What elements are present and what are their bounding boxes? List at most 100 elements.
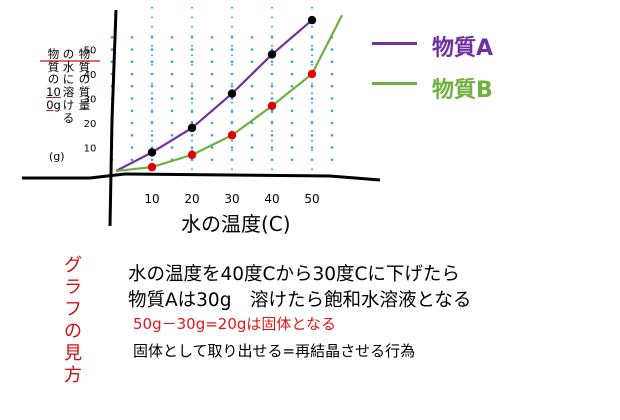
- x-tick-label: 10: [144, 192, 159, 206]
- explanation-line-2: 物質Aは30g 溶けたら飽和水溶液となる: [128, 290, 472, 311]
- grid-dot: [290, 72, 294, 76]
- series-b-point: [267, 101, 277, 111]
- explanation-line-3: 50g－30g=20gは固体となる: [133, 315, 336, 333]
- grid-dot: [130, 158, 134, 162]
- grid-dot: [210, 158, 214, 162]
- grid-dot: [330, 121, 334, 125]
- grid-dot: [130, 84, 134, 88]
- grid-dot: [130, 109, 134, 113]
- grid-dot: [250, 109, 254, 113]
- grid-dot: [150, 84, 154, 88]
- y-axis-line: [108, 9, 118, 227]
- grid-dot: [310, 60, 314, 64]
- grid-dot: [330, 133, 334, 137]
- grid-dot: [170, 84, 174, 88]
- x-axis-label: 水の温度(C): [181, 212, 291, 236]
- y-tick-label: 10: [84, 144, 97, 155]
- legend-swatch-b: [372, 82, 417, 85]
- grid-dot: [130, 121, 134, 125]
- series-a-point: [147, 148, 157, 157]
- grid-dot: [170, 35, 174, 39]
- grid-dot: [170, 121, 174, 125]
- grid-dot: [250, 60, 254, 64]
- grid-dot: [330, 97, 334, 100]
- grid-dot: [110, 35, 114, 39]
- series-a-point: [187, 123, 197, 133]
- grid-dot: [230, 146, 234, 149]
- grid-dot: [330, 109, 334, 113]
- grid-dot: [230, 48, 234, 51]
- explanation-line-1: 水の温度を40度Cから30度Cに下げたら: [128, 264, 460, 285]
- grid-dot: [130, 72, 134, 76]
- grid-dot: [170, 133, 174, 137]
- grid-dot: [170, 146, 174, 149]
- grid-dot: [330, 158, 334, 162]
- series-b-point: [307, 69, 317, 79]
- x-tick-label: 30: [224, 192, 239, 206]
- grid-dot: [190, 146, 194, 149]
- grid-dot: [150, 97, 154, 100]
- grid-dot: [270, 146, 274, 149]
- grid-dot: [270, 109, 274, 113]
- series-b-point: [187, 150, 197, 160]
- grid-dot: [210, 48, 214, 51]
- series-a-line: [115, 19, 313, 172]
- y-axis-label-col1: 物質の100g: [46, 47, 61, 112]
- explanation-line-4: 固体として取り出せる=再結晶させる行為: [133, 342, 416, 360]
- y-tick-label: 40: [84, 70, 97, 81]
- series-a-point: [267, 50, 277, 59]
- grid-dot: [250, 84, 254, 88]
- grid-dot: [250, 35, 254, 39]
- y-axis-label-col2: の水に溶ける: [62, 47, 75, 125]
- series-a-point: [307, 15, 317, 25]
- grid-dot: [190, 84, 194, 88]
- grid-dot: [330, 60, 334, 64]
- grid-dot: [290, 158, 294, 162]
- grid-dot: [330, 84, 334, 88]
- grid-dot: [310, 97, 314, 100]
- grid-dot: [130, 60, 134, 64]
- grid-dot: [210, 72, 214, 76]
- grid-dot: [210, 35, 214, 39]
- grid-dot: [210, 97, 214, 100]
- y-axis-unit: (g): [49, 150, 65, 163]
- grid-dot: [170, 60, 174, 64]
- grid-dot: [250, 158, 254, 162]
- grid-dot: [230, 60, 234, 64]
- grid-dot: [290, 48, 294, 51]
- grid-dot: [290, 109, 294, 113]
- grid-dot: [250, 97, 254, 100]
- grid-dot: [210, 84, 214, 88]
- x-axis-line: [22, 172, 381, 182]
- grid-dot: [170, 109, 174, 113]
- grid-dot: [110, 48, 114, 51]
- grid-dot: [150, 146, 154, 149]
- grid-dot: [210, 60, 214, 64]
- grid-dot: [230, 97, 234, 100]
- grid-dot: [310, 84, 314, 88]
- grid-dot: [270, 60, 274, 64]
- y-tick-label: 30: [84, 95, 97, 106]
- y-axis-label-col3: 物質の質量: [78, 47, 91, 112]
- grid-dot: [130, 146, 134, 149]
- grid-dot: [190, 60, 194, 64]
- grid-dot: [270, 48, 274, 51]
- x-tick-label: 20: [184, 192, 199, 206]
- grid-dot: [290, 133, 294, 137]
- grid-dot: [130, 97, 134, 100]
- grid-dot: [150, 109, 154, 113]
- grid-dot: [190, 48, 194, 51]
- grid-dot: [290, 97, 294, 100]
- legend-label-a: 物質A: [432, 36, 494, 61]
- x-tick-label: 50: [304, 192, 319, 206]
- grid-dot: [150, 133, 154, 137]
- grid-dot: [310, 133, 314, 137]
- grid-dot: [290, 121, 294, 125]
- grid-dot: [230, 84, 234, 88]
- x-tick-label: 40: [264, 192, 279, 206]
- grid-dot: [310, 48, 314, 51]
- y-tick-label: 50: [84, 46, 97, 57]
- grid-dot: [210, 146, 214, 149]
- grid-dot: [310, 146, 314, 149]
